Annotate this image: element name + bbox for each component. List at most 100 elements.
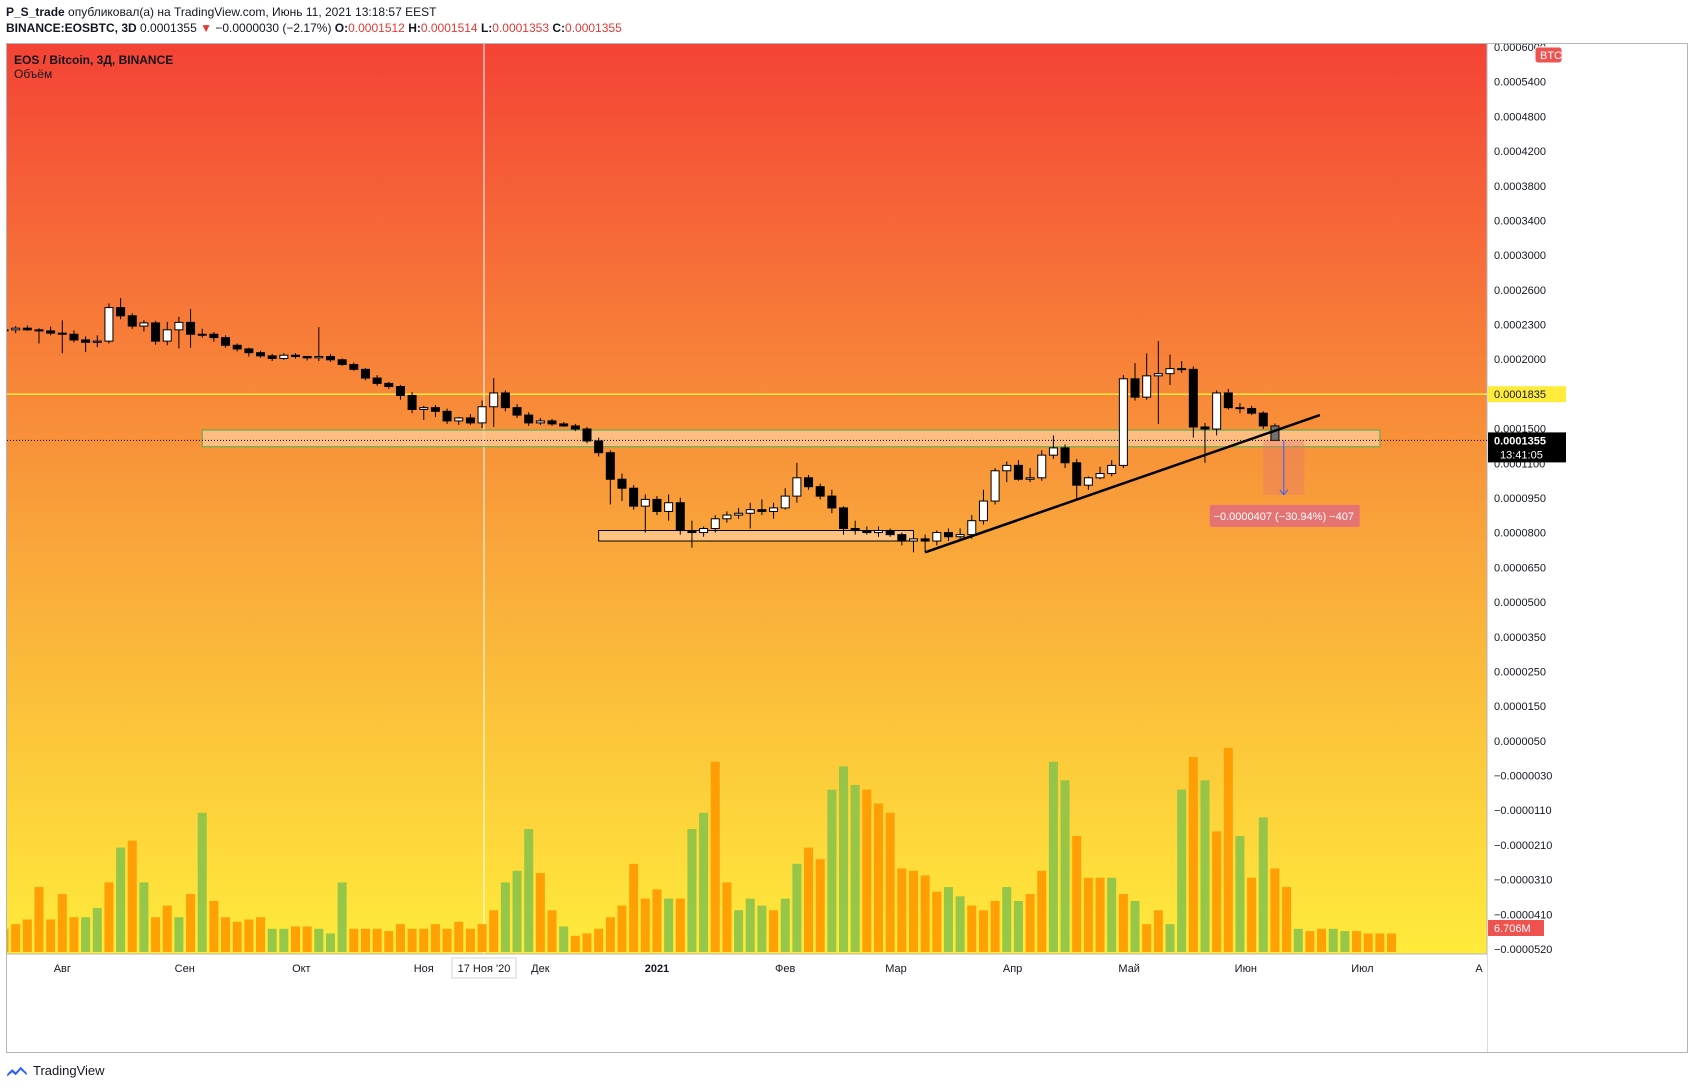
candle-body xyxy=(629,487,639,507)
volume-bar xyxy=(664,898,674,952)
candle-body xyxy=(244,348,254,354)
volume-bar xyxy=(384,931,394,952)
time-tick-label: Ноя xyxy=(414,963,434,975)
price-tick-label: 0.0004200 xyxy=(1494,146,1546,158)
volume-bar xyxy=(652,889,662,952)
volume-bar xyxy=(1107,877,1117,952)
candle-body xyxy=(337,359,347,365)
candle-body xyxy=(582,428,592,442)
candle-body xyxy=(710,518,720,529)
candle-body xyxy=(34,329,44,332)
volume-bar xyxy=(792,863,802,952)
candle-body xyxy=(850,527,860,532)
volume-bar xyxy=(174,917,184,952)
last-price-box xyxy=(1488,432,1566,463)
volume-bar xyxy=(804,847,814,952)
volume-bar xyxy=(162,905,172,952)
candle-body xyxy=(885,530,895,536)
volume-bar xyxy=(69,917,79,952)
legend-title[interactable]: EOS / Bitcoin, 3Д, BINANCE xyxy=(14,53,174,67)
volume-bar xyxy=(1072,836,1082,952)
volume-bar xyxy=(629,863,639,952)
volume-bar xyxy=(57,894,67,952)
volume-bar xyxy=(535,873,545,952)
time-tick-label: Май xyxy=(1118,963,1140,975)
published-text: опубликовал(а) на TradingView.com, Июнь … xyxy=(68,5,437,19)
price-tick-label: −0.0000110 xyxy=(1494,805,1552,817)
close-label: C: xyxy=(552,21,566,35)
volume-bar xyxy=(1317,928,1327,952)
candle-body xyxy=(1165,368,1175,375)
chart-canvas[interactable]: 0.0006000 0.0005400 0.0004800 0.0004200 0.00… xyxy=(7,44,1687,1052)
candle-body xyxy=(675,502,685,532)
price-tick-label: 0.0000050 xyxy=(1494,736,1546,748)
volume-bar xyxy=(1293,928,1303,952)
chart-frame[interactable]: 0.0006000 0.0005400 0.0004800 0.0004200 0.00… xyxy=(6,43,1688,1053)
candle-body xyxy=(745,509,755,514)
price-tick-label: 0.0005400 xyxy=(1494,77,1546,89)
candle-body xyxy=(1177,368,1187,371)
low-label: L: xyxy=(480,21,493,35)
volume-bar xyxy=(1282,887,1292,952)
price-tick-label: 0.0000800 xyxy=(1494,528,1546,540)
volume-bar xyxy=(687,829,697,952)
candle-body xyxy=(104,307,114,342)
candle-body xyxy=(57,332,67,335)
candle-body xyxy=(314,356,324,359)
volume-bar xyxy=(139,882,149,952)
candle-body xyxy=(1118,378,1128,466)
candle-body xyxy=(46,330,56,334)
legend-volume[interactable]: Объём xyxy=(14,67,53,81)
candle-body xyxy=(535,420,545,424)
volume-bar xyxy=(1235,836,1245,952)
down-arrow-icon: ▼ xyxy=(200,21,212,35)
candle-body xyxy=(384,382,394,388)
volume-bar xyxy=(1363,933,1373,952)
volume-bar xyxy=(349,928,359,952)
btc-badge-label: BTC xyxy=(1540,50,1562,62)
candle-body xyxy=(1048,447,1058,456)
candle-body xyxy=(1095,473,1105,479)
author[interactable]: P_S_trade xyxy=(6,5,65,19)
volume-bar xyxy=(1212,831,1222,952)
candle-body xyxy=(1258,412,1268,427)
candle-body xyxy=(780,495,790,509)
volume-bar xyxy=(815,859,825,952)
volume-axis-box xyxy=(1488,920,1544,936)
candle-body xyxy=(162,329,172,342)
volume-bar xyxy=(1387,933,1397,952)
volume-bar xyxy=(442,928,452,952)
volume-bar xyxy=(1270,868,1280,952)
trendline xyxy=(924,413,1321,554)
volume-bar xyxy=(1188,757,1198,952)
candle-body xyxy=(932,532,942,542)
volume-bar xyxy=(256,917,266,952)
candle-body xyxy=(11,327,21,331)
chart-legend: EOS / Bitcoin, 3Д, BINANCE Объём xyxy=(14,53,173,81)
volume-bar xyxy=(46,919,56,952)
candle-body xyxy=(7,329,9,332)
candle-body xyxy=(489,392,499,408)
candle-body xyxy=(990,470,1000,502)
publish-line: P_S_trade опубликовал(а) на TradingView.… xyxy=(6,5,436,19)
volume-bar xyxy=(617,905,627,952)
low-value: 0.0001353 xyxy=(492,21,550,35)
candle-body xyxy=(372,377,382,384)
candle-body xyxy=(978,500,988,522)
last-price: 0.0001355 xyxy=(140,21,197,35)
time-tick-label: Мар xyxy=(885,963,907,975)
candle-body xyxy=(477,406,487,424)
volume-bar xyxy=(116,847,126,952)
volume-bar xyxy=(524,829,534,952)
candle-body xyxy=(442,410,452,422)
candle-body xyxy=(920,538,930,542)
candle-body xyxy=(640,498,650,507)
candle-body xyxy=(1002,464,1012,472)
volume-bar xyxy=(710,761,720,952)
volume-bar xyxy=(780,898,790,952)
volume-bar xyxy=(862,789,872,952)
candle-body xyxy=(815,486,825,497)
volume-bar xyxy=(1118,894,1128,952)
footer-brand[interactable]: TradingView xyxy=(33,1063,105,1078)
volume-bar xyxy=(127,840,137,952)
